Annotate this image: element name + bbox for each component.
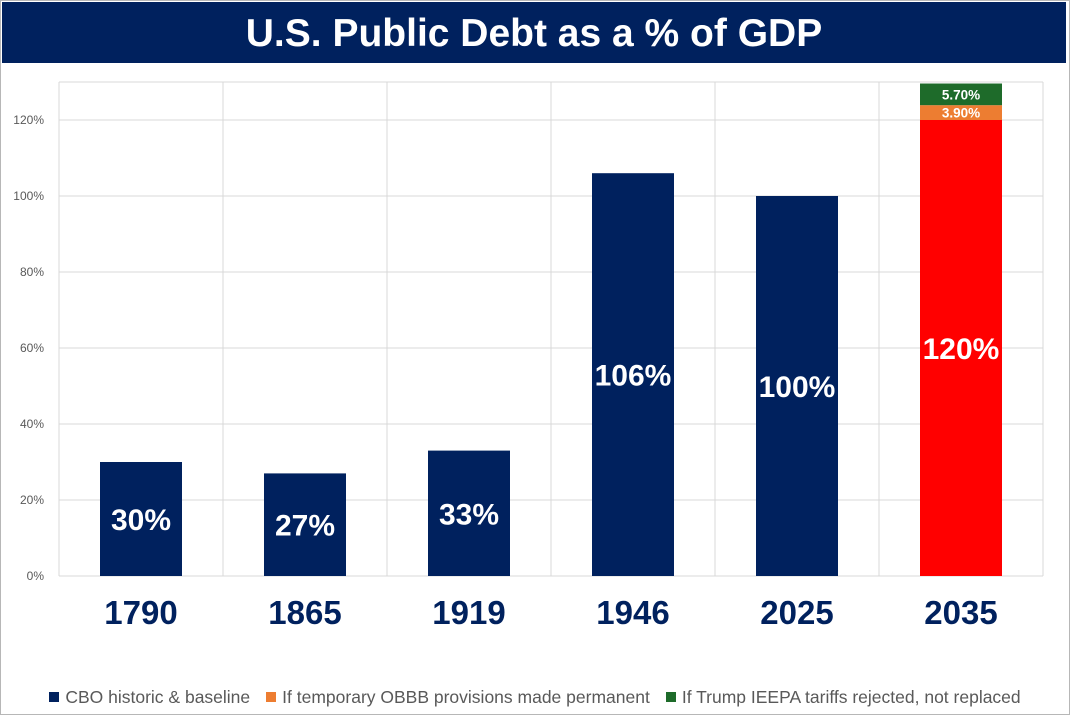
x-tick-label: 1790	[104, 594, 177, 631]
x-tick-label: 2025	[760, 594, 833, 631]
data-label: 3.90%	[942, 106, 980, 121]
data-label: 30%	[111, 504, 171, 537]
y-tick-label: 60%	[20, 341, 44, 355]
y-tick-label: 0%	[27, 569, 45, 583]
data-label: 120%	[923, 333, 1000, 366]
y-tick-label: 120%	[13, 113, 44, 127]
x-tick-label: 1946	[596, 594, 669, 631]
data-label: 27%	[275, 510, 335, 543]
bar-segment	[428, 450, 510, 576]
y-tick-label: 20%	[20, 493, 44, 507]
y-tick-label: 80%	[20, 265, 44, 279]
bar-segment	[920, 105, 1002, 120]
data-label: 5.70%	[942, 87, 980, 102]
legend-item: CBO historic & baseline	[49, 687, 250, 708]
chart-plot-area: 0% 20% 40% 60% 80% 100% 120% 1790 1865 1919 1946 20…	[13, 81, 1044, 631]
chart-legend: CBO historic & baseline If temporary OBBB…	[0, 683, 1070, 711]
chart-title: U.S. Public Debt as a % of GDP	[2, 2, 1066, 63]
data-label: 100%	[759, 371, 836, 404]
x-tick-label: 1865	[268, 594, 341, 631]
legend-label: If temporary OBBB provisions made perman…	[282, 686, 650, 707]
y-tick-label: 100%	[13, 189, 44, 203]
x-tick-label: 2035	[924, 594, 997, 631]
legend-label: CBO historic & baseline	[65, 686, 251, 707]
bar-segment	[592, 173, 674, 576]
x-tick-label: 1919	[432, 594, 505, 631]
legend-label: If Trump IEEPA tariffs rejected, not rep…	[681, 686, 1021, 707]
bar-segment	[100, 462, 182, 576]
bar-segment	[264, 473, 346, 576]
data-label: 33%	[439, 498, 499, 531]
y-tick-label: 40%	[20, 417, 44, 431]
bar-segment	[920, 120, 1002, 576]
data-label: 106%	[595, 360, 672, 393]
bar-segment	[756, 196, 838, 576]
legend-item: If Trump IEEPA tariffs rejected, not rep…	[665, 686, 1021, 708]
bar-segment	[920, 83, 1002, 106]
legend-swatch	[665, 692, 676, 702]
legend-swatch	[49, 692, 60, 702]
legend-item: If temporary OBBB provisions made perman…	[266, 687, 650, 708]
legend-swatch	[266, 692, 277, 702]
